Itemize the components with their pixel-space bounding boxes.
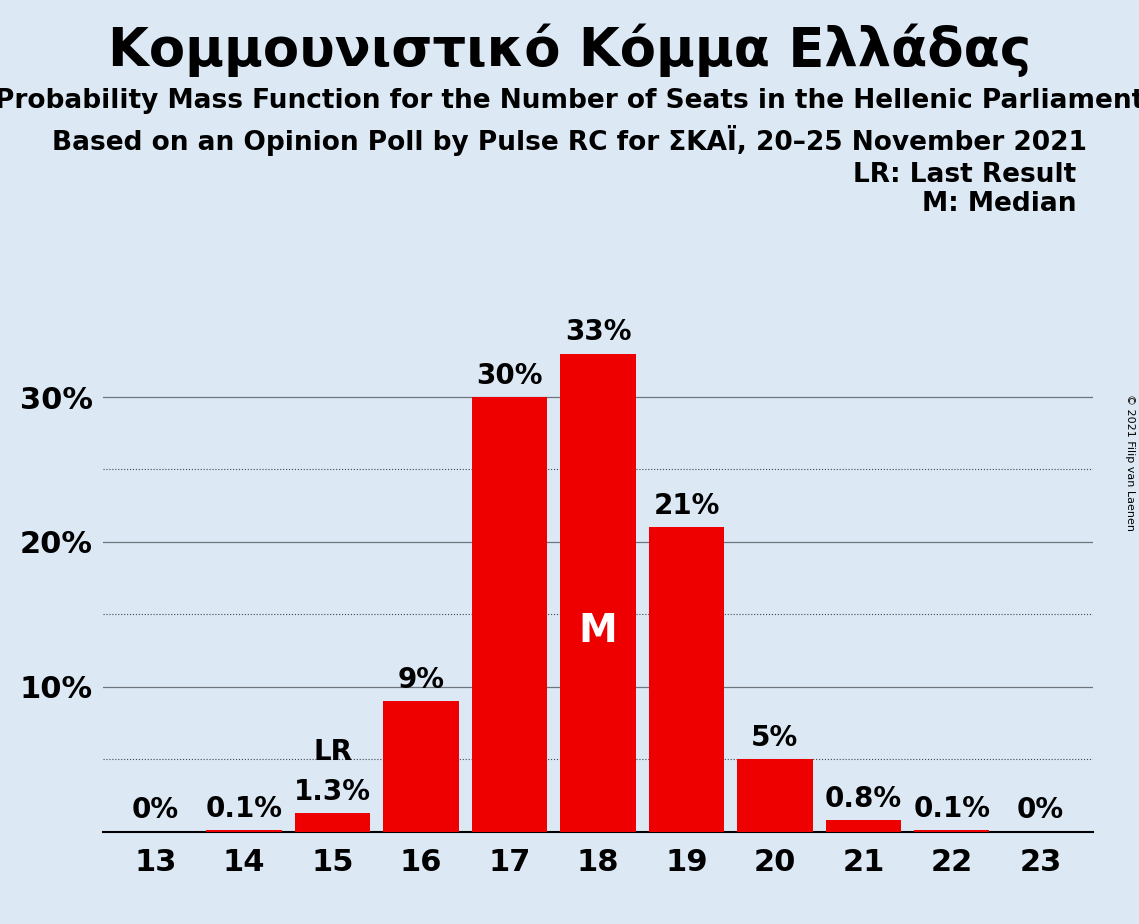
Text: 0%: 0% <box>1017 796 1064 824</box>
Text: LR: LR <box>313 738 352 766</box>
Text: 30%: 30% <box>476 362 543 390</box>
Text: 0%: 0% <box>132 796 179 824</box>
Text: 0.8%: 0.8% <box>825 784 902 813</box>
Text: 9%: 9% <box>398 666 444 694</box>
Bar <box>295 813 370 832</box>
Text: 33%: 33% <box>565 319 631 346</box>
Bar <box>472 397 547 832</box>
Text: 5%: 5% <box>752 723 798 752</box>
Text: M: M <box>579 612 617 650</box>
Text: Κομμουνιστικό Κόμμα Ελλάδας: Κομμουνιστικό Κόμμα Ελλάδας <box>108 23 1031 77</box>
Text: 0.1%: 0.1% <box>205 795 282 823</box>
Text: Based on an Opinion Poll by Pulse RC for ΣΚΑΪ, 20–25 November 2021: Based on an Opinion Poll by Pulse RC for… <box>52 125 1087 156</box>
Bar <box>649 528 724 832</box>
Text: M: Median: M: Median <box>921 191 1076 217</box>
Bar <box>737 760 812 832</box>
Text: 21%: 21% <box>654 492 720 520</box>
Bar <box>826 820 901 832</box>
Text: © 2021 Filip van Laenen: © 2021 Filip van Laenen <box>1125 394 1134 530</box>
Text: 0.1%: 0.1% <box>913 795 991 823</box>
Text: LR: Last Result: LR: Last Result <box>853 162 1076 188</box>
Bar <box>384 701 459 832</box>
Text: 1.3%: 1.3% <box>294 777 371 806</box>
Text: Probability Mass Function for the Number of Seats in the Hellenic Parliament: Probability Mass Function for the Number… <box>0 88 1139 114</box>
Bar <box>206 830 281 832</box>
Bar <box>560 354 636 832</box>
Bar <box>915 830 990 832</box>
